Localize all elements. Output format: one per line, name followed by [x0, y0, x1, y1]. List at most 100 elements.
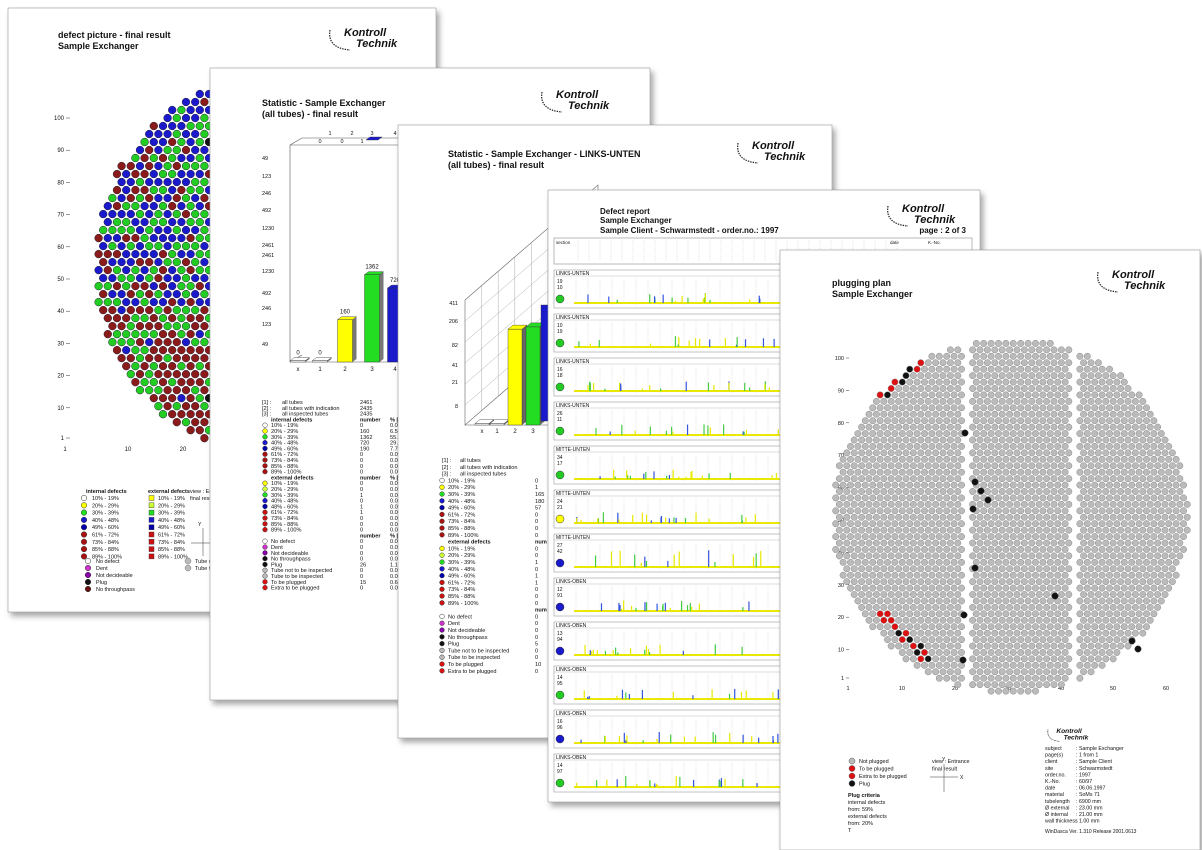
tube [1010, 559, 1016, 565]
tube [1125, 424, 1131, 430]
tube [1080, 643, 1086, 649]
signal [623, 600, 624, 611]
tube [973, 662, 979, 668]
tube [1162, 501, 1168, 507]
tube [1084, 405, 1090, 411]
tube [866, 488, 872, 494]
tube [1117, 553, 1123, 559]
tube [833, 546, 839, 552]
table-header: num [535, 608, 547, 614]
tube [1114, 521, 1120, 527]
tube [1014, 501, 1020, 507]
tube [1021, 617, 1027, 623]
tube [969, 643, 975, 649]
tube [168, 378, 176, 386]
tube [958, 533, 964, 539]
tube [1047, 469, 1053, 475]
tube [136, 370, 144, 378]
tube [1084, 366, 1090, 372]
tube [1129, 456, 1135, 462]
tube [1095, 617, 1101, 623]
tube [999, 669, 1005, 675]
tube [1014, 630, 1020, 636]
tube [1121, 598, 1127, 604]
tube [1036, 372, 1042, 378]
signal [618, 519, 619, 523]
tube [973, 559, 979, 565]
tube [929, 417, 935, 423]
tube [1173, 508, 1179, 514]
tube [944, 572, 950, 578]
tube [1066, 604, 1072, 610]
tube [1040, 624, 1046, 630]
tube [955, 411, 961, 417]
tube [951, 430, 957, 436]
tube [844, 488, 850, 494]
tube [1006, 630, 1012, 636]
tube [918, 372, 924, 378]
tube [1095, 475, 1101, 481]
tube [1080, 398, 1086, 404]
row-icon [263, 481, 268, 486]
tube [109, 210, 117, 218]
tube [1014, 411, 1020, 417]
tube [196, 362, 204, 370]
tube [1162, 591, 1168, 597]
tube [918, 398, 924, 404]
tube [903, 372, 909, 378]
page: Kontroll Technik reports { "defect_pictu… [0, 0, 1202, 850]
tube [899, 546, 905, 552]
tube [884, 533, 890, 539]
tube [925, 656, 931, 662]
tube [903, 630, 909, 636]
tube [870, 624, 876, 630]
table-cell: 0 [535, 546, 538, 552]
signal [621, 425, 622, 435]
tube [1055, 482, 1061, 488]
tube [881, 398, 887, 404]
header-cell: section [556, 240, 571, 245]
legend-item: Dent [96, 566, 108, 572]
tube [187, 330, 195, 338]
tube [1080, 385, 1086, 391]
tube [1018, 405, 1024, 411]
tube [141, 266, 149, 274]
tube [1062, 533, 1068, 539]
tube [999, 411, 1005, 417]
tube [201, 194, 209, 202]
tube [1055, 495, 1061, 501]
tube [159, 234, 167, 242]
tube [1117, 385, 1123, 391]
tube [995, 430, 1001, 436]
tube [1066, 360, 1072, 366]
tube [870, 456, 876, 462]
tube [877, 443, 883, 449]
tube [877, 495, 883, 501]
tube [977, 360, 983, 366]
tube [1043, 488, 1049, 494]
strip-icon [556, 735, 564, 743]
row-icon [440, 560, 445, 565]
tube [984, 450, 990, 456]
tube [1010, 405, 1016, 411]
tube [910, 488, 916, 494]
tube [145, 226, 153, 234]
tube [947, 566, 953, 572]
tube [1077, 533, 1083, 539]
tube [141, 298, 149, 306]
tube [1158, 469, 1164, 475]
tube [1014, 681, 1020, 687]
tube [99, 306, 107, 314]
tube [977, 347, 983, 353]
tube [932, 450, 938, 456]
tube [191, 418, 199, 426]
tube [936, 649, 942, 655]
tube [1147, 463, 1153, 469]
tube [1110, 591, 1116, 597]
tube [1103, 475, 1109, 481]
tube [122, 346, 130, 354]
tube [1092, 366, 1098, 372]
tube [1018, 598, 1024, 604]
tube [1003, 366, 1009, 372]
tube [1132, 553, 1138, 559]
